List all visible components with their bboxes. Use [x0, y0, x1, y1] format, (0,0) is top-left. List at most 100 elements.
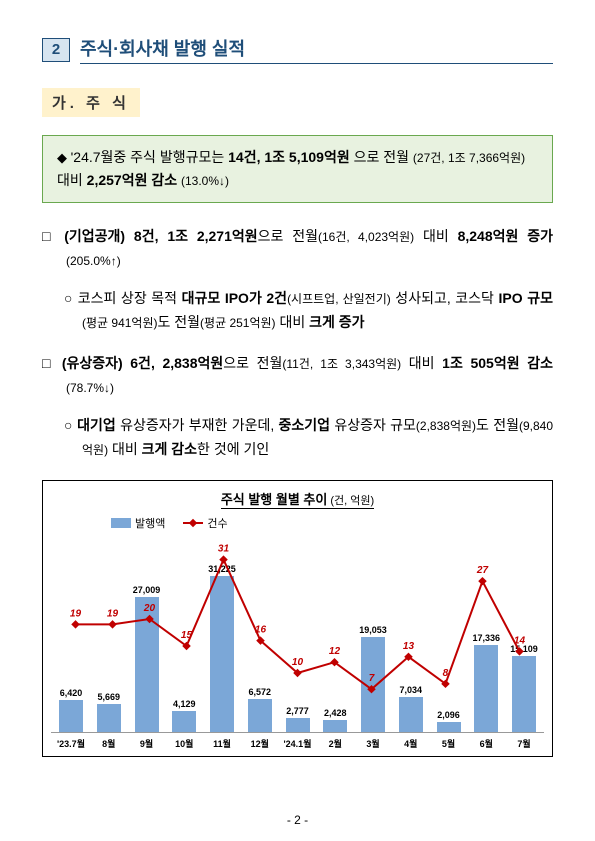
p2s-s1: (2,838억원) — [416, 419, 476, 433]
diamond-icon: ◆ — [57, 150, 71, 165]
bar — [399, 697, 423, 732]
para-rights: □ (유상증자) 6건, 2,838억원으로 전월(11건, 1조 3,343억… — [42, 352, 553, 400]
box-icon: □ — [42, 355, 62, 371]
p2s-t4: 대비 — [108, 441, 142, 457]
bar-col: 4,129 — [170, 533, 198, 732]
bar — [248, 699, 272, 732]
page-number: - 2 - — [0, 813, 595, 827]
p2s-t3: 도 전월 — [476, 417, 519, 433]
para-rights-sub: ○ 대기업 유상증자가 부재한 가운데, 중소기업 유상증자 규모(2,838억… — [42, 414, 553, 462]
p1-t1: 으로 전월 — [258, 228, 318, 244]
bar-value-label: 4,129 — [164, 699, 204, 709]
p2-b1: (유상증자) 6건, 2,838억원 — [62, 355, 223, 371]
xaxis-label: 6월 — [472, 737, 500, 750]
bar-col: 31,225 — [208, 533, 236, 732]
p2-s1: (11건, 1조 3,343억원) — [282, 357, 401, 371]
p2s-t5: 한 것에 기인 — [197, 441, 269, 457]
bar-col: 5,669 — [95, 533, 123, 732]
bar-value-label: 27,009 — [127, 585, 167, 595]
para-ipo: □ (기업공개) 8건, 1조 2,271억원으로 전월(16건, 4,023억… — [42, 225, 553, 273]
section-title: 주식·회사채 발행 실적 — [80, 35, 553, 64]
p2s-b1: 대기업 — [77, 417, 116, 433]
p2-t1: 으로 전월 — [223, 355, 282, 371]
p1-b2: 8,248억원 증가 — [458, 228, 553, 244]
bar — [97, 704, 121, 732]
bar — [210, 576, 234, 732]
xaxis-label: 8월 — [95, 737, 123, 750]
legend-bar-item: 발행액 — [111, 515, 165, 531]
bar-value-label: 2,777 — [278, 706, 318, 716]
p1-t2: 대비 — [414, 228, 457, 244]
legend-line-label: 건수 — [207, 515, 227, 531]
p1-b1: (기업공개) 8건, 1조 2,271억원 — [64, 228, 257, 244]
xaxis-label: 11월 — [208, 737, 236, 750]
bar — [172, 711, 196, 732]
bar-col: 7,034 — [397, 533, 425, 732]
p2-b2: 1조 505억원 감소 — [442, 355, 553, 371]
subsection-label-wrap: 가. 주 식 — [42, 88, 553, 135]
p1s-t3: 도 전월 — [158, 314, 201, 330]
para-ipo-sub: ○ 코스피 상장 목적 대규모 IPO가 2건(시프트업, 산일전기) 성사되고… — [42, 287, 553, 335]
bar-col: 2,777 — [284, 533, 312, 732]
xaxis-label: 12월 — [246, 737, 274, 750]
xaxis-label: 3월 — [359, 737, 387, 750]
chart-title-wrap: 주식 발행 월별 추이 (건, 억원) — [51, 489, 544, 513]
legend-bar-label: 발행액 — [135, 515, 165, 531]
bar — [323, 720, 347, 732]
bar-value-label: 15,109 — [504, 644, 544, 654]
p1-s1: (16건, 4,023억원) — [318, 230, 414, 244]
summary-b1: 14건, 1조 5,109억원 — [228, 149, 350, 165]
p2s-b3: 크게 감소 — [142, 441, 197, 457]
chart-title-unit: (건, 억원) — [327, 495, 374, 507]
summary-t3: 대비 — [57, 172, 87, 188]
p1s-t4: 대비 — [276, 314, 310, 330]
p1s-s2: (평균 941억원) — [82, 316, 158, 330]
bar — [474, 645, 498, 732]
bar-col: 6,420 — [57, 533, 85, 732]
bar-col: 27,009 — [133, 533, 161, 732]
p2s-t2: 유상증자 규모 — [330, 417, 416, 433]
bar-col: 6,572 — [246, 533, 274, 732]
chart-title-text: 주식 발행 월별 추이 — [221, 492, 328, 507]
summary-s2: (13.0%↓) — [181, 174, 229, 188]
box-icon: □ — [42, 228, 64, 244]
chart-title: 주식 발행 월별 추이 (건, 억원) — [221, 489, 374, 509]
xaxis-label: '24.1월 — [284, 737, 312, 750]
subsection-label: 가. 주 식 — [42, 88, 140, 117]
bar-col: 19,053 — [359, 533, 387, 732]
p1s-b3: 크게 증가 — [309, 314, 364, 330]
chart-container: 주식 발행 월별 추이 (건, 억원) 발행액 건수 6,4205,66927,… — [42, 480, 553, 757]
bar — [286, 718, 310, 732]
bar — [59, 700, 83, 732]
summary-box: ◆ '24.7월중 주식 발행규모는 14건, 1조 5,109억원 으로 전월… — [42, 135, 553, 203]
p1s-b1: 대규모 IPO가 2건 — [182, 290, 287, 306]
bar-value-label: 6,572 — [240, 687, 280, 697]
summary-s1: (27건, 1조 7,366억원) — [413, 151, 525, 165]
xaxis-label: '23.7월 — [57, 737, 85, 750]
bar — [512, 656, 536, 732]
summary-b2: 2,257억원 감소 — [87, 172, 177, 188]
legend-bar-icon — [111, 518, 131, 528]
bar-col: 15,109 — [510, 533, 538, 732]
bar-value-label: 31,225 — [202, 564, 242, 574]
bar-col: 2,096 — [435, 533, 463, 732]
bar-value-label: 6,420 — [51, 688, 91, 698]
bar-value-label: 2,428 — [315, 708, 355, 718]
p1s-b2: IPO 규모 — [499, 290, 553, 306]
xaxis-label: 7월 — [510, 737, 538, 750]
summary-t2: 으로 전월 — [354, 149, 409, 165]
p1s-s3: (평균 251억원) — [200, 316, 276, 330]
xaxis-label: 2월 — [321, 737, 349, 750]
xaxis-label: 5월 — [435, 737, 463, 750]
bar-value-label: 7,034 — [391, 685, 431, 695]
bar — [361, 637, 385, 732]
circle-icon: ○ — [64, 417, 77, 433]
chart-xaxis: '23.7월8월9월10월11월12월'24.1월2월3월4월5월6월7월 — [51, 733, 544, 750]
p1s-t1: 코스피 상장 목적 — [78, 290, 182, 306]
legend-line-icon — [183, 522, 203, 524]
bar-value-label: 19,053 — [353, 625, 393, 635]
p2s-b2: 중소기업 — [279, 417, 331, 433]
p1-s2: (205.0%↑) — [66, 254, 121, 268]
bar-value-label: 5,669 — [89, 692, 129, 702]
bar-value-label: 17,336 — [466, 633, 506, 643]
